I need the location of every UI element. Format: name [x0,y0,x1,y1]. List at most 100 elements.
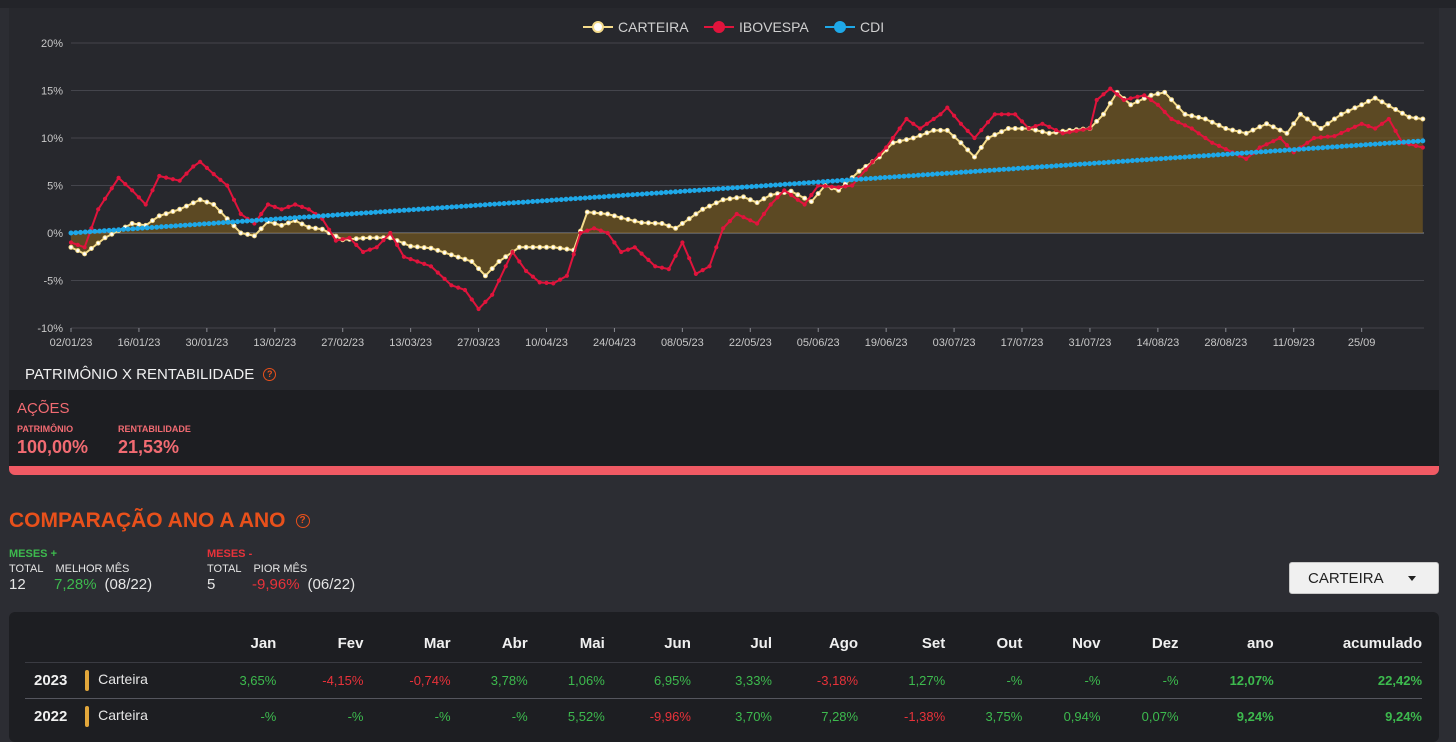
ibovespa-point [979,128,984,133]
cdi-point [853,177,859,182]
legend-ibovespa[interactable]: IBOVESPA [704,19,809,35]
carteira-point [204,199,210,205]
carteira-point [700,206,706,212]
ibovespa-point [381,238,386,243]
cdi-point [711,186,717,192]
cdi-point [1172,155,1178,161]
ibovespa-point [578,230,583,236]
cdi-point [511,200,517,206]
x-tick-label: 14/08/23 [1136,337,1179,349]
cdi-point [872,175,878,181]
cdi-point [101,228,107,234]
legend-cdi[interactable]: CDI [825,19,884,35]
table-cell: -4,15% [276,661,364,698]
cdi-point [297,214,302,220]
carteira-point [985,135,991,141]
cdi-point [1296,146,1302,152]
carteira-point [686,216,692,222]
carteira-point [184,203,189,209]
ibovespa-point [918,126,923,131]
dropdown-value: CARTEIRA [1308,569,1384,587]
ibovespa-point [1115,92,1120,97]
carteira-point [1223,126,1229,131]
ibovespa-point [1101,92,1106,97]
y-tick-label: -10% [37,323,63,335]
ibovespa-point [863,167,868,172]
ibovespa-point [938,112,943,117]
cdi-point [373,209,379,215]
ibovespa-point [890,135,896,141]
cdi-point [1149,156,1154,162]
cdi-point [1396,140,1402,145]
rentabilidade-value: 21,53% [118,437,180,457]
cdi-point [825,178,831,184]
carteira-point [102,235,108,241]
carteira-point [557,245,563,251]
ibovespa-point [605,230,610,236]
cdi-point [987,167,993,173]
cdi-point [539,198,545,204]
carteira-point [313,225,318,231]
carteira-point [285,220,291,226]
cdi-point [1358,142,1364,148]
cdi-point [515,200,521,205]
portfolio-dropdown[interactable]: CARTEIRA [1289,562,1439,594]
caret-down-icon [1408,575,1416,581]
cdi-point [958,169,964,175]
carteira-point [197,197,203,203]
cdi-point [116,227,122,233]
cdi-point [730,185,736,191]
ibovespa-point [1346,127,1351,133]
column-header: Out [996,635,1023,653]
ibovespa-point [558,277,563,282]
cdi-point [758,183,764,189]
cdi-point [354,211,360,216]
cdi-point [1187,154,1193,160]
legend-marker [592,21,604,33]
cdi-point [877,175,883,181]
cdi-point [535,198,540,204]
ibovespa-point [456,285,461,290]
cdi-point [644,191,650,197]
cdi-point [768,182,774,188]
ibovespa-point [388,230,393,236]
cdi-point [1334,144,1340,150]
carteira-point [401,240,407,246]
ibovespa-point [293,202,298,207]
carteira-point [639,220,645,226]
carteira-point [1005,126,1011,131]
cdi-point [920,172,926,178]
ibovespa-point [259,211,264,217]
carteira-point [489,266,495,272]
comparacao-title: COMPARAÇÃO ANO A ANO ? [9,509,310,533]
cdi-point [154,224,160,230]
table-cell: 3,78% [450,661,528,698]
cdi-point [1310,145,1316,151]
column-header: ano [1247,635,1274,653]
carteira-point [1039,129,1045,135]
carteira-point [598,210,604,216]
carteira-point [1277,127,1283,133]
table-cell: 1,06% [527,661,605,698]
carteira-point [897,138,903,144]
help-icon[interactable]: ? [263,368,277,381]
cdi-point [725,185,731,191]
cdi-point [168,223,174,229]
ibovespa-point [218,177,223,182]
yearly-table-panel: Jan Fev Mar Abr Mai Jun Jul Ago Set Out Nov Dez ano a… [9,612,1439,742]
ibovespa-point [231,197,237,202]
x-tick-label: 16/01/23 [118,337,161,349]
ibovespa-point [687,256,692,261]
carteira-point [530,244,536,250]
help-icon[interactable]: ? [295,514,310,528]
carteira-point [910,135,916,141]
cdi-point [663,189,669,195]
cdi-point [625,192,631,198]
carteira-point [1420,116,1426,122]
legend-carteira[interactable]: CARTEIRA [583,19,689,35]
ibovespa-point [510,249,515,255]
ibovespa-point [1359,121,1364,126]
cdi-point [649,190,655,196]
ibovespa-point [673,253,678,258]
carteira-point [1196,114,1202,120]
